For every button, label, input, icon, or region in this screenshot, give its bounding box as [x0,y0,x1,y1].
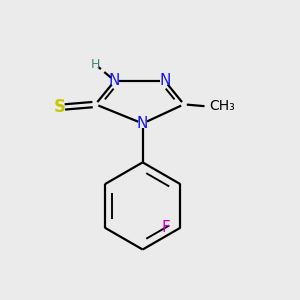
Text: F: F [161,220,170,235]
Text: H: H [91,58,100,71]
Text: N: N [137,116,148,131]
Text: S: S [54,98,66,116]
Text: N: N [159,73,170,88]
Text: CH₃: CH₃ [209,99,235,113]
Text: N: N [109,73,120,88]
